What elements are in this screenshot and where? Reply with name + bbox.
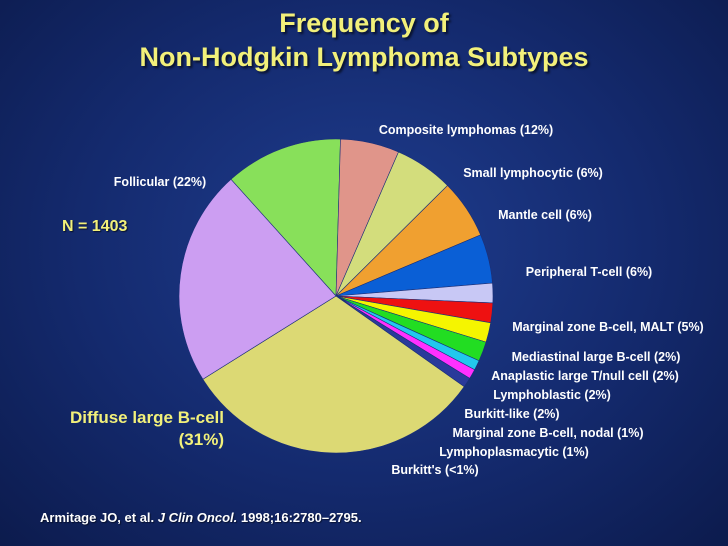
slice-label: Small lymphocytic (6%): [463, 166, 603, 180]
chart-title: Frequency of Non-Hodgkin Lymphoma Subtyp…: [0, 6, 728, 74]
slice-label: Burkitt's (<1%): [391, 463, 478, 477]
title-line-1: Frequency of: [279, 8, 449, 38]
slice-label: Marginal zone B-cell, nodal (1%): [453, 426, 644, 440]
title-line-2: Non-Hodgkin Lymphoma Subtypes: [139, 42, 589, 72]
slice-label: Peripheral T-cell (6%): [526, 265, 652, 279]
citation-journal: J Clin Oncol.: [157, 510, 238, 525]
citation-authors: Armitage JO, et al.: [40, 510, 155, 525]
slice-label: Mediastinal large B-cell (2%): [512, 350, 681, 364]
slice-label: Lymphoplasmacytic (1%): [439, 445, 589, 459]
slice-label: Anaplastic large T/null cell (2%): [491, 369, 679, 383]
slice-label: Lymphoblastic (2%): [493, 388, 611, 402]
slice-label: Burkitt-like (2%): [464, 407, 559, 421]
pie-slice: [202, 295, 465, 454]
citation-details: 1998;16:2780–2795: [240, 510, 358, 525]
sample-size-label: N = 1403: [62, 218, 128, 235]
slice-label: Marginal zone B-cell, MALT (5%): [512, 320, 703, 334]
slice-label: Mantle cell (6%): [498, 208, 592, 222]
citation: Armitage JO, et al. J Clin Oncol. 1998;1…: [40, 510, 362, 525]
slice-label: Follicular (22%): [114, 175, 206, 189]
pie-slice: [230, 138, 341, 297]
pie-slice: [178, 178, 337, 380]
slice-label: Composite lymphomas (12%): [379, 123, 553, 137]
citation-end: .: [357, 510, 362, 525]
slice-label: Diffuse large B-cell (31%): [70, 408, 224, 449]
